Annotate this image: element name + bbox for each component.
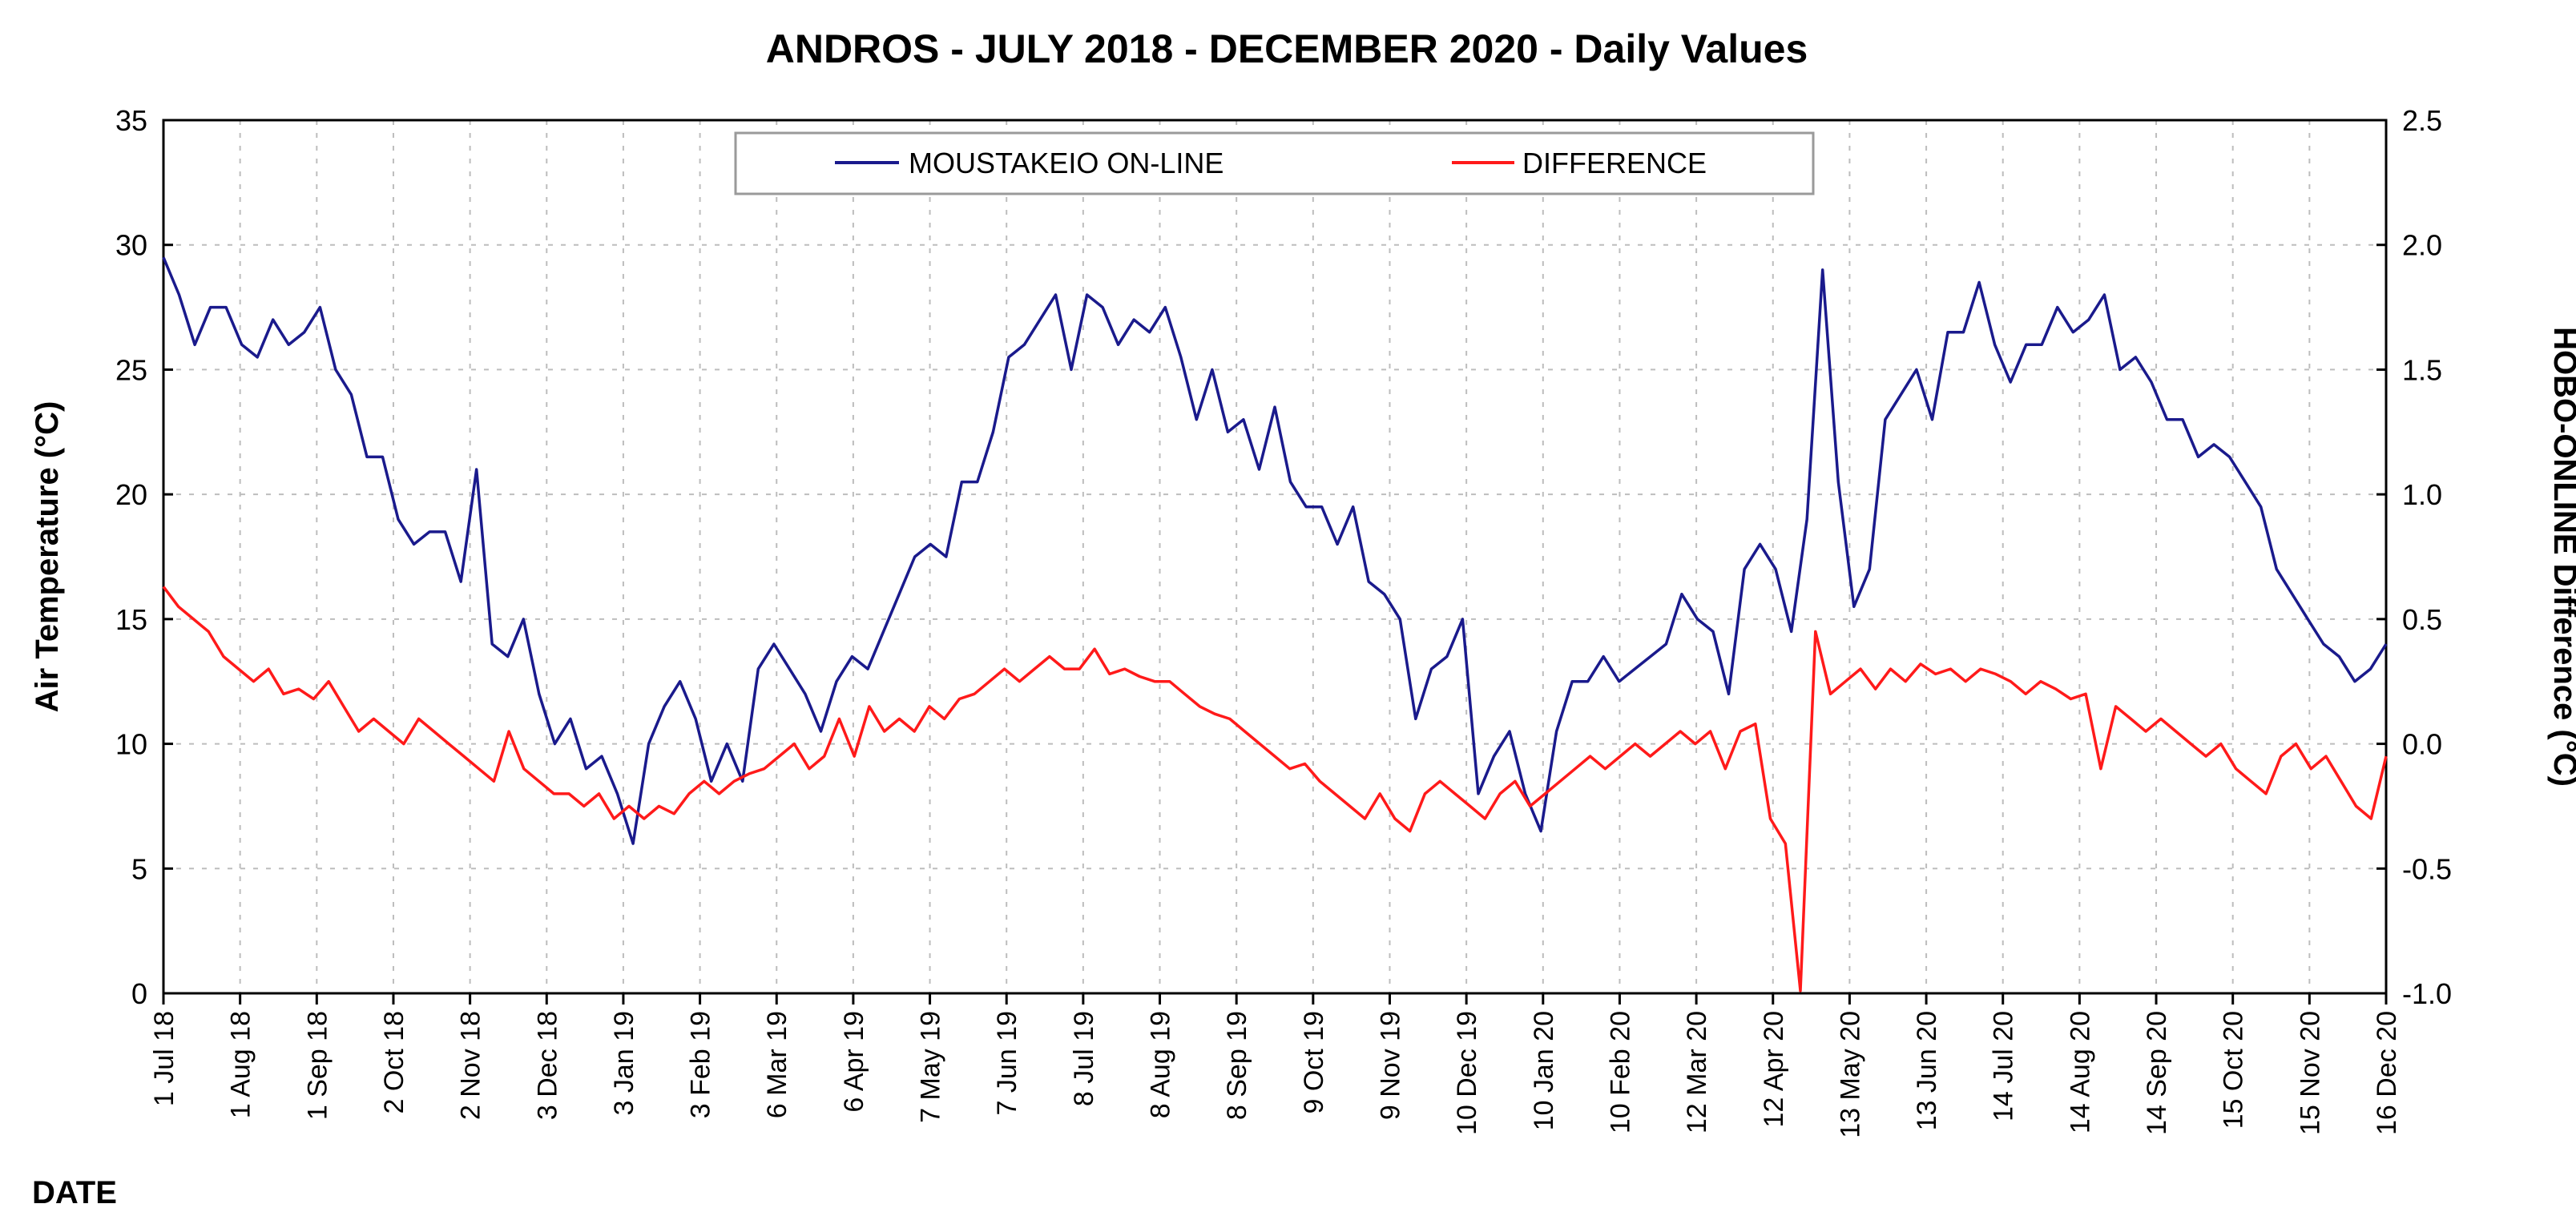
x-tick-label: 12 Mar 20 — [1682, 1011, 1712, 1133]
x-tick-label: 3 Dec 18 — [532, 1011, 562, 1120]
y-tick-label: 10 — [115, 728, 147, 761]
x-tick-label: 15 Nov 20 — [2295, 1011, 2325, 1135]
x-tick-label: 1 Jul 18 — [149, 1011, 179, 1106]
series-line-moustakeio — [162, 256, 2388, 845]
x-tick-label: 13 May 20 — [1835, 1011, 1865, 1138]
y-axis-label: Air Temperature (°C) — [30, 401, 65, 713]
x-tick-label: 14 Sep 20 — [2142, 1011, 2172, 1135]
x-tick-label: 6 Mar 19 — [762, 1011, 792, 1118]
x-tick-label: 10 Dec 19 — [1452, 1011, 1482, 1135]
y2-tick-label: 1.0 — [2402, 478, 2442, 511]
y-tick-label: 20 — [115, 478, 147, 511]
y2-axis-label: HOBO-ONLINE Difference (°C) — [2547, 327, 2576, 787]
y2-tick-label: 0.0 — [2402, 728, 2442, 761]
legend-label-moustakeio: MOUSTAKEIO ON-LINE — [909, 147, 1223, 179]
series-line-difference — [162, 586, 2388, 992]
x-axis: 1 Jul 18 1 Aug 18 1 Sep 18 2 Oct 18 2 Nov 18… — [149, 993, 2402, 1138]
x-tick-label: 7 May 19 — [916, 1011, 946, 1123]
y2-tick-label: 0.5 — [2402, 603, 2442, 636]
x-tick-label: 2 Oct 18 — [379, 1011, 409, 1114]
x-axis-label: DATE — [32, 1175, 117, 1210]
legend: MOUSTAKEIO ON-LINE DIFFERENCE — [734, 131, 1815, 195]
legend-label-difference: DIFFERENCE — [1522, 147, 1707, 179]
x-tick-label: 1 Sep 18 — [302, 1011, 333, 1120]
x-tick-label: 8 Sep 19 — [1222, 1011, 1252, 1120]
x-tick-label: 12 Apr 20 — [1759, 1011, 1789, 1128]
x-tick-label: 8 Aug 19 — [1146, 1011, 1176, 1118]
y-axis-left: 0 5 10 15 20 25 30 35 — [115, 104, 173, 1010]
y-tick-label: 30 — [115, 229, 147, 262]
x-tick-label: 14 Aug 20 — [2065, 1011, 2095, 1133]
legend-box — [734, 131, 1815, 195]
x-tick-label: 7 Jun 19 — [992, 1011, 1022, 1115]
chart-title: ANDROS - JULY 2018 - DECEMBER 2020 - Dai… — [766, 26, 1808, 71]
y-tick-label: 5 — [131, 852, 147, 885]
y2-tick-label: -1.0 — [2402, 977, 2452, 1010]
x-tick-label: 8 Jul 19 — [1069, 1011, 1099, 1106]
x-tick-label: 9 Oct 19 — [1299, 1011, 1329, 1114]
y2-tick-label: 2.0 — [2402, 229, 2442, 262]
y2-tick-label: 1.5 — [2402, 353, 2442, 386]
x-tick-label: 9 Nov 19 — [1375, 1011, 1405, 1120]
y-tick-label: 25 — [115, 353, 147, 386]
x-tick-label: 14 Jul 20 — [1989, 1011, 2019, 1121]
grid — [163, 120, 2386, 993]
x-tick-label: 1 Aug 18 — [226, 1011, 256, 1118]
plot-area — [162, 119, 2388, 995]
x-tick-label: 15 Oct 20 — [2219, 1011, 2249, 1129]
y-tick-label: 35 — [115, 104, 147, 137]
x-tick-label: 6 Apr 19 — [839, 1011, 869, 1113]
x-tick-label: 10 Feb 20 — [1605, 1011, 1635, 1133]
x-tick-label: 2 Nov 18 — [456, 1011, 486, 1120]
y-axis-right: -1.0 -0.5 0.0 0.5 1.0 1.5 2.0 2.5 — [2376, 104, 2452, 1010]
y2-tick-label: -0.5 — [2402, 852, 2452, 885]
y-tick-label: 0 — [131, 977, 147, 1010]
y2-tick-label: 2.5 — [2402, 104, 2442, 137]
x-tick-label: 16 Dec 20 — [2372, 1011, 2402, 1135]
x-tick-label: 10 Jan 20 — [1529, 1011, 1559, 1130]
x-tick-label: 3 Jan 19 — [609, 1011, 639, 1115]
x-tick-label: 3 Feb 19 — [686, 1011, 716, 1118]
y-tick-label: 15 — [115, 603, 147, 636]
x-tick-label: 13 Jun 20 — [1912, 1011, 1942, 1130]
